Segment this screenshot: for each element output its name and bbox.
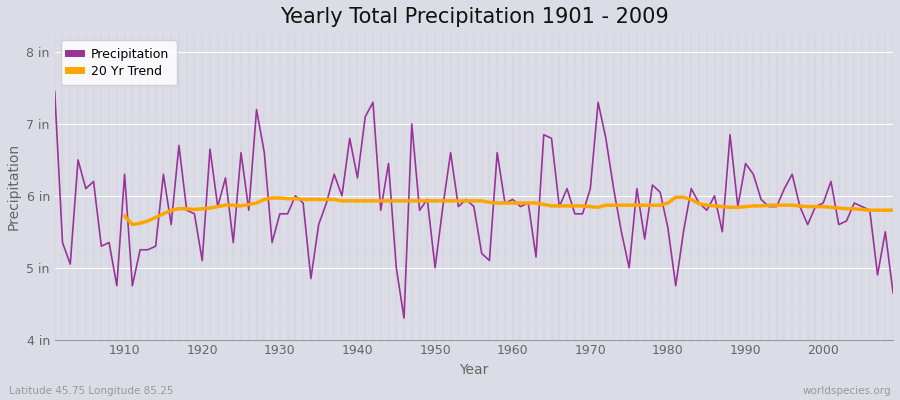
- Y-axis label: Precipitation: Precipitation: [7, 143, 21, 230]
- Line: Precipitation: Precipitation: [55, 92, 893, 318]
- 20 Yr Trend: [864, 208, 875, 213]
- Precipitation: [112, 283, 122, 288]
- Legend: Precipitation, 20 Yr Trend: Precipitation, 20 Yr Trend: [61, 40, 176, 85]
- 20 Yr Trend: [585, 204, 596, 209]
- Precipitation: [328, 172, 339, 177]
- 20 Yr Trend: [670, 195, 681, 200]
- Line: 20 Yr Trend: 20 Yr Trend: [124, 197, 893, 224]
- Text: Latitude 45.75 Longitude 85.25: Latitude 45.75 Longitude 85.25: [9, 386, 174, 396]
- 20 Yr Trend: [887, 208, 898, 213]
- 20 Yr Trend: [523, 201, 534, 206]
- 20 Yr Trend: [127, 222, 138, 227]
- Precipitation: [283, 212, 293, 216]
- Text: worldspecies.org: worldspecies.org: [803, 386, 891, 396]
- 20 Yr Trend: [842, 206, 852, 211]
- X-axis label: Year: Year: [459, 363, 489, 377]
- Precipitation: [50, 89, 60, 94]
- 20 Yr Trend: [274, 196, 285, 200]
- Precipitation: [608, 186, 619, 191]
- Precipitation: [399, 316, 410, 320]
- Title: Yearly Total Precipitation 1901 - 2009: Yearly Total Precipitation 1901 - 2009: [280, 7, 669, 27]
- Precipitation: [887, 290, 898, 295]
- Precipitation: [515, 204, 526, 209]
- 20 Yr Trend: [119, 214, 130, 218]
- Precipitation: [508, 197, 518, 202]
- 20 Yr Trend: [305, 197, 316, 202]
